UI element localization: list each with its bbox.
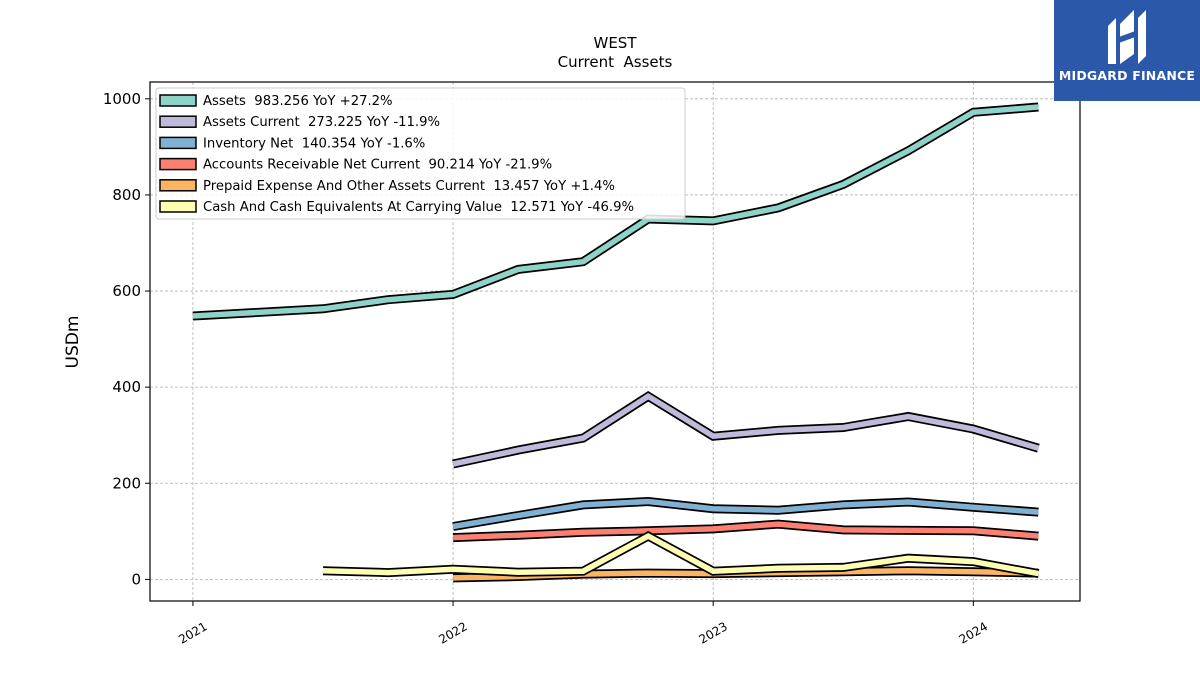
legend-label: Inventory Net 140.354 YoY -1.6% — [203, 136, 425, 151]
series-line — [452, 519, 1039, 543]
brand-name: MIDGARD FINANCE — [1058, 68, 1196, 83]
legend-swatch — [159, 179, 197, 192]
series-line — [322, 530, 1040, 579]
midgard-logo-icon — [1108, 10, 1146, 64]
series-line-outline — [452, 390, 1040, 469]
legend-swatch — [159, 136, 197, 150]
series-line-core — [452, 521, 1039, 541]
series-line — [452, 496, 1039, 531]
series-line — [452, 390, 1040, 469]
legend-label: Assets 983.256 YoY +27.2% — [203, 94, 393, 109]
y-tick-label: 800 — [112, 186, 141, 204]
legend-box — [155, 87, 686, 220]
legend-label: Assets Current 273.225 YoY -11.9% — [203, 115, 440, 130]
series-line-core — [322, 532, 1039, 577]
legend-label: Prepaid Expense And Other Assets Current… — [203, 179, 615, 194]
y-tick-label: 600 — [112, 282, 141, 300]
brand-logo: MIDGARD FINANCE — [1054, 0, 1200, 101]
series-line-core — [452, 393, 1040, 467]
legend-swatch — [159, 200, 197, 213]
legend-swatch — [159, 157, 197, 171]
plot-frame — [149, 81, 1081, 602]
legend-swatch — [159, 115, 197, 128]
legend-label: Accounts Receivable Net Current 90.214 Y… — [203, 158, 552, 173]
legend-label: Cash And Cash Equivalents At Carrying Va… — [203, 200, 634, 215]
chart-subtitle: Current Assets — [558, 53, 673, 71]
y-tick-label: 400 — [112, 378, 141, 396]
y-tick-label: 200 — [112, 474, 141, 492]
legend-swatch — [159, 94, 197, 107]
series-line-core — [452, 498, 1039, 530]
y-tick-label: 1000 — [103, 90, 141, 108]
y-tick-label: 0 — [131, 570, 141, 588]
x-tick-label: 2024 — [957, 619, 990, 646]
y-axis-label: USDm — [63, 316, 83, 369]
x-tick-label: 2021 — [176, 619, 209, 646]
x-tick-label: 2023 — [696, 619, 729, 646]
x-tick-label: 2022 — [436, 619, 469, 646]
legend: Assets 983.256 YoY +27.2% Assets Current … — [155, 87, 686, 220]
chart-title: WEST — [594, 34, 638, 52]
